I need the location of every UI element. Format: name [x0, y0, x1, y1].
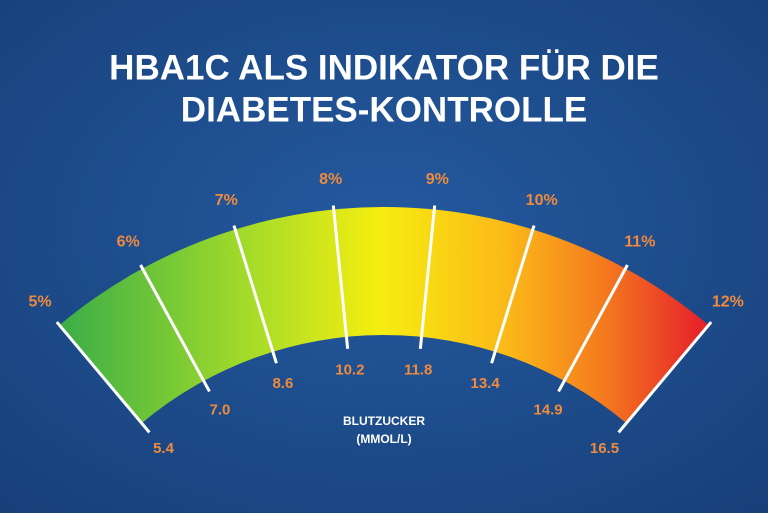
- title-line: DIABETES-KONTROLLE: [181, 90, 587, 129]
- gauge-divider: [490, 225, 536, 364]
- hba1c-label: 12%: [712, 293, 744, 310]
- glucose-label: 7.0: [210, 402, 231, 419]
- gauge-divider: [55, 321, 151, 434]
- glucose-label: 5.4: [153, 440, 175, 457]
- glucose-label: 14.9: [533, 402, 562, 419]
- hba1c-label: 6%: [117, 233, 140, 250]
- hba1c-label: 9%: [426, 171, 449, 188]
- gauge-divider: [557, 264, 629, 393]
- hba1c-label: 11%: [624, 233, 655, 250]
- title-line: HBA1C ALS INDIKATOR FÜR DIE: [109, 48, 659, 87]
- gauge-divider: [232, 225, 278, 364]
- glucose-label: 13.4: [470, 375, 500, 392]
- gauge-divider: [139, 264, 211, 393]
- gauge-divider: [331, 205, 350, 349]
- glucose-label: 16.5: [590, 440, 619, 457]
- glucose-label: 11.8: [404, 362, 432, 379]
- hba1c-label: 10%: [526, 192, 558, 209]
- gauge-arc: [59, 206, 709, 424]
- hba1c-label: 7%: [215, 192, 238, 209]
- glucose-label: 8.6: [272, 375, 293, 392]
- hba1c-label: 5%: [29, 293, 52, 310]
- unit-label: BLUTZUCKER: [343, 414, 425, 428]
- gauge-divider: [418, 205, 437, 349]
- gauge-divider: [617, 321, 713, 434]
- hba1c-label: 8%: [319, 171, 342, 188]
- glucose-label: 10.2: [335, 362, 364, 379]
- unit-label: (MMOL/L): [356, 432, 411, 446]
